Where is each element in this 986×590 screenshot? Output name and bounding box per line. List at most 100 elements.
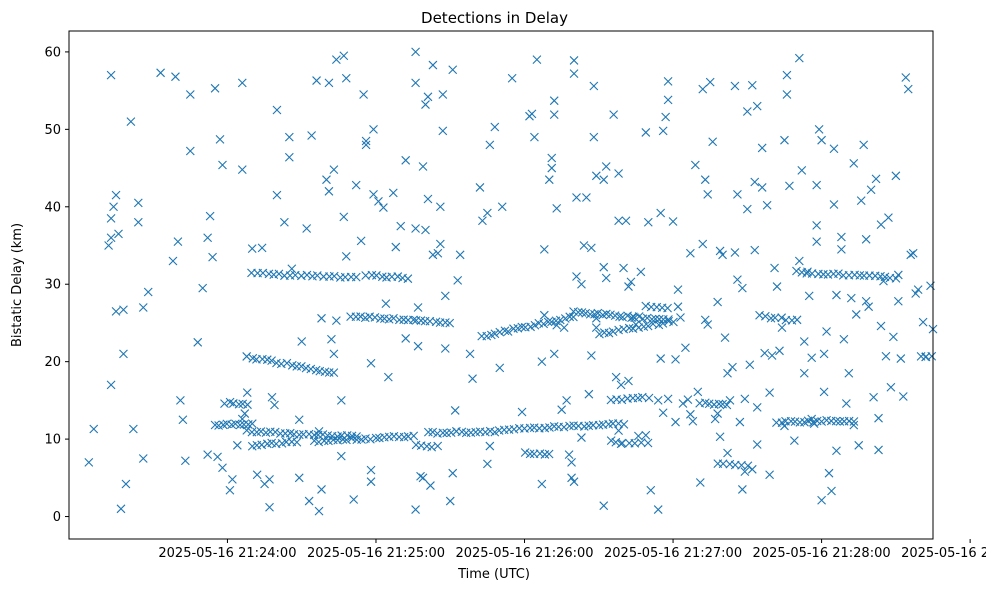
y-axis: 0 10 20 30 40 50 60 [44, 45, 69, 525]
data-point [312, 76, 321, 85]
data-point [401, 334, 411, 343]
data-point [685, 409, 695, 419]
data-point [138, 303, 148, 312]
data-point [584, 389, 594, 399]
data-point [586, 243, 596, 253]
data-point [106, 214, 116, 223]
data-point [854, 440, 864, 450]
data-point [257, 243, 267, 253]
data-point [807, 414, 817, 424]
data-point [287, 264, 297, 274]
data-point [329, 165, 339, 175]
data-point [532, 55, 542, 65]
plot-background [69, 31, 933, 539]
data-point [383, 372, 393, 382]
data-point [742, 204, 752, 214]
data-point [723, 368, 732, 378]
data-point [495, 327, 505, 337]
data-point [106, 233, 116, 243]
data-point [572, 193, 581, 202]
data-point [391, 242, 401, 252]
data-point [111, 190, 121, 200]
data-point [485, 140, 495, 150]
data-point [690, 160, 700, 170]
data-point [356, 236, 366, 246]
data-point [218, 420, 228, 430]
data-point [841, 399, 851, 408]
data-point [557, 405, 567, 415]
data-point [242, 388, 252, 398]
data-point [394, 315, 404, 325]
data-point [555, 315, 565, 325]
data-point [606, 436, 616, 446]
y-tick-label: 40 [44, 200, 61, 215]
data-point [831, 416, 841, 426]
data-point [609, 110, 619, 120]
data-point [621, 216, 631, 226]
data-point [329, 368, 339, 378]
data-point [547, 153, 557, 163]
data-point [569, 56, 579, 65]
data-point [539, 319, 549, 329]
data-point [777, 323, 787, 332]
data-point [324, 186, 334, 196]
data-point [908, 248, 918, 258]
data-point [455, 250, 465, 260]
data-point [284, 132, 294, 142]
data-point [884, 213, 893, 223]
data-point [565, 421, 574, 431]
data-point [782, 70, 792, 80]
data-point [611, 372, 621, 382]
data-point [270, 400, 279, 410]
data-point [772, 282, 782, 291]
data-point [307, 131, 317, 140]
data-point [794, 256, 804, 266]
data-point [375, 314, 385, 323]
data-point [89, 424, 99, 434]
data-point [762, 200, 772, 210]
data-point [389, 313, 398, 323]
data-point [893, 296, 903, 306]
data-point [544, 175, 554, 185]
data-point [235, 420, 245, 430]
data-point [918, 317, 928, 327]
data-point [347, 434, 357, 443]
data-point [503, 327, 513, 336]
data-point [549, 110, 559, 120]
data-point [351, 272, 361, 282]
data-point [725, 395, 735, 405]
data-point [421, 225, 430, 235]
data-point [715, 432, 725, 442]
data-point [733, 190, 742, 199]
data-point [765, 470, 774, 480]
data-point [336, 395, 346, 405]
data-point [703, 320, 713, 329]
data-point [416, 471, 425, 481]
data-point [893, 270, 903, 280]
data-point [242, 426, 252, 435]
data-point [681, 343, 690, 353]
data-point [599, 501, 609, 511]
data-point [720, 333, 730, 343]
data-point [740, 394, 750, 404]
data-point [658, 408, 668, 418]
data-point [747, 80, 757, 90]
data-point [714, 399, 724, 409]
data-point [615, 312, 624, 321]
data-point [448, 468, 458, 478]
data-point [641, 301, 651, 311]
y-axis-label: Bistatic Delay (km) [10, 223, 25, 347]
data-point [676, 313, 685, 322]
data-point [903, 84, 913, 94]
data-point [409, 315, 418, 325]
data-point [722, 400, 732, 410]
data-point [559, 422, 569, 432]
data-point [799, 337, 809, 346]
data-point [366, 465, 376, 475]
data-point [817, 135, 826, 145]
data-point [228, 474, 237, 484]
data-point [314, 437, 324, 447]
data-point [646, 485, 656, 495]
data-point [802, 268, 812, 278]
data-point [438, 90, 448, 99]
